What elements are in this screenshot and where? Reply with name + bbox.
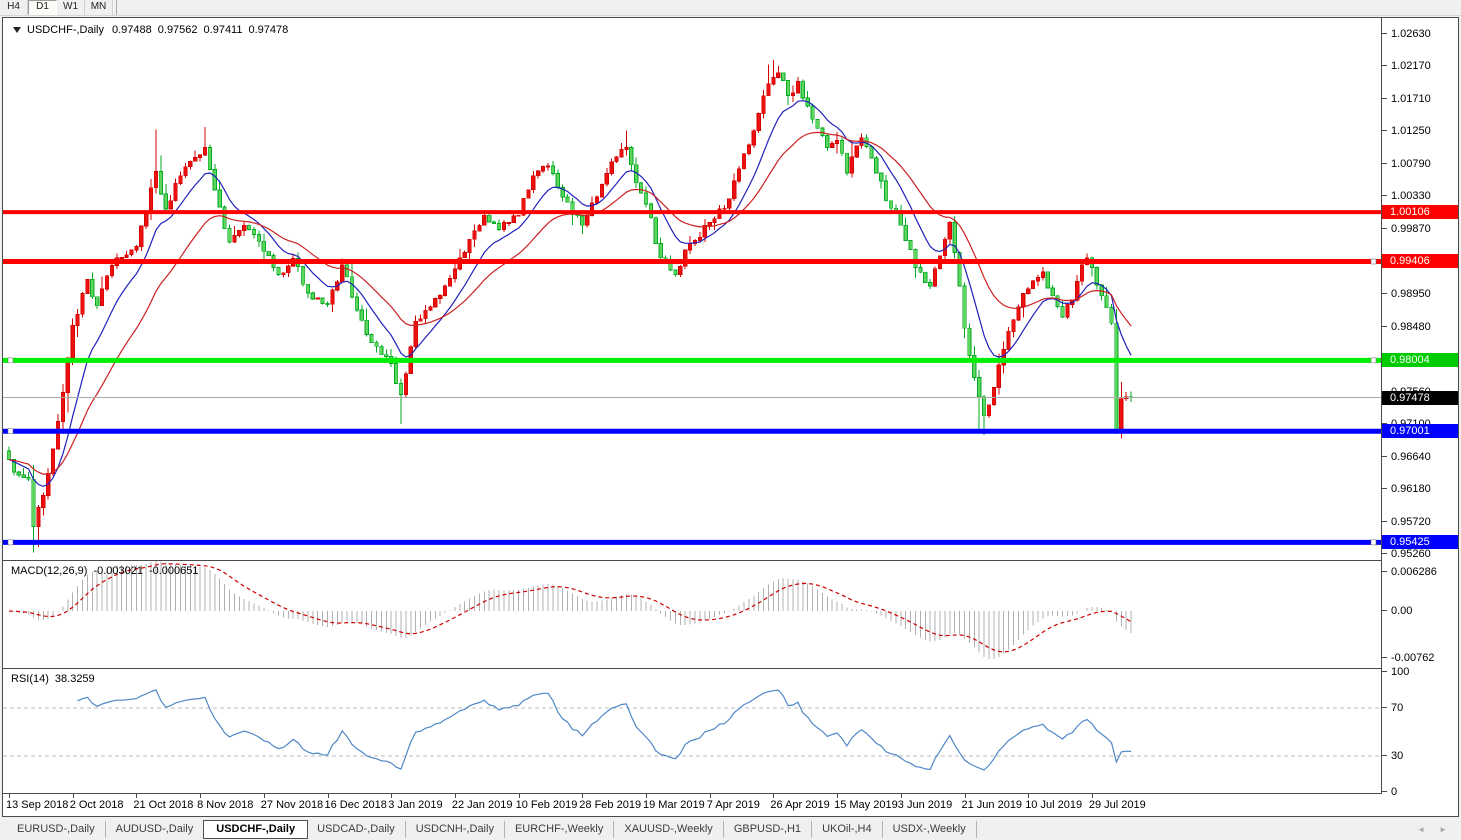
price-tick: 1.00330 — [1382, 190, 1458, 202]
date-tick: 29 Jul 2019 — [1088, 794, 1146, 811]
tabs-scroll-left-icon[interactable]: ◄ — [1417, 824, 1426, 834]
macd-label: MACD(12,26,9) -0.003021 -0.000651 — [11, 565, 199, 577]
macd-tick: 0.00 — [1382, 605, 1458, 617]
timeframe-button-w1[interactable]: W1 — [57, 0, 85, 15]
date-tick: 19 Mar 2019 — [643, 794, 705, 811]
line-handle[interactable] — [1370, 258, 1377, 265]
line-handle[interactable] — [1370, 539, 1377, 546]
date-tick: 21 Oct 2018 — [133, 794, 194, 811]
symbol-label: USDCHF-,Daily — [27, 24, 104, 36]
ohlc-close: 0.97478 — [248, 24, 289, 36]
price-axis[interactable]: 1.02630 1.02170 1.01710 1.01250 1.00790 1.003… — [1382, 18, 1458, 798]
ohlc-low: 0.97411 — [203, 24, 243, 36]
date-tick: 21 Jun 2019 — [961, 794, 1023, 811]
timeframe-button-mn[interactable]: MN — [85, 0, 113, 15]
price-tick: 1.02630 — [1382, 28, 1458, 40]
ohlc-high: 0.97562 — [157, 24, 198, 36]
date-tick: 10 Feb 2019 — [515, 794, 578, 811]
rsi-name: RSI(14) — [11, 673, 49, 685]
tabs-scroll-right-icon[interactable]: ► — [1439, 824, 1447, 834]
level-price-label: 1.00106 — [1382, 205, 1458, 220]
price-tick: 1.02170 — [1382, 60, 1458, 72]
level-price-label: 0.98004 — [1382, 353, 1458, 368]
chart-tab-usdcad[interactable]: USDCAD-,Daily — [307, 821, 406, 838]
price-tick: 1.00790 — [1382, 158, 1458, 170]
current-price-label: 0.97478 — [1382, 390, 1458, 405]
date-tick: 3 Jun 2019 — [897, 794, 953, 811]
line-handle[interactable] — [7, 539, 14, 546]
rsi-tick: 30 — [1382, 750, 1458, 762]
chart-tab-gbpusd[interactable]: GBPUSD-,H1 — [724, 821, 813, 838]
line-handle[interactable] — [7, 357, 14, 364]
rsi-tick: 70 — [1382, 702, 1458, 714]
price-tick: 1.01250 — [1382, 125, 1458, 137]
chart-window[interactable]: USDCHF-,Daily 0.97488 0.97562 0.97411 0.… — [2, 17, 1459, 817]
price-tick: 0.96640 — [1382, 451, 1458, 463]
macd-signal-value: -0.000651 — [148, 565, 199, 577]
axis-border — [1381, 18, 1382, 794]
date-tick: 2 Oct 2018 — [69, 794, 124, 811]
price-tick: 0.99870 — [1382, 223, 1458, 235]
macd-tick: 0.006286 — [1382, 566, 1458, 578]
collapse-triangle-icon[interactable] — [13, 27, 21, 33]
rsi-chart — [3, 689, 1381, 771]
date-tick: 15 May 2019 — [834, 794, 898, 811]
panel-divider[interactable] — [3, 668, 1458, 669]
panel-divider[interactable] — [3, 560, 1458, 561]
price-tick: 0.98480 — [1382, 321, 1458, 333]
date-tick: 13 Sep 2018 — [6, 794, 69, 811]
price-tick: 0.95260 — [1382, 548, 1458, 560]
chart-title: USDCHF-,Daily 0.97488 0.97562 0.97411 0.… — [13, 24, 288, 36]
rsi-label: RSI(14) 38.3259 — [11, 673, 95, 685]
rsi-tick: 100 — [1382, 666, 1458, 678]
date-tick: 26 Apr 2019 — [770, 794, 830, 811]
level-price-label: 0.95425 — [1382, 535, 1458, 550]
level-price-label: 0.97001 — [1382, 424, 1458, 439]
chart-tab-usdx[interactable]: USDX-,Weekly — [883, 821, 977, 838]
price-tick: 0.96180 — [1382, 483, 1458, 495]
rsi-value: 38.3259 — [54, 673, 95, 685]
chart-tab-audusd[interactable]: AUDUSD-,Daily — [106, 821, 205, 838]
timeframe-button-h4[interactable]: H4 — [0, 0, 28, 15]
date-tick: 28 Feb 2019 — [579, 794, 642, 811]
date-tick: 22 Jan 2019 — [451, 794, 513, 811]
toolbar-separator — [116, 0, 117, 15]
candlestick-chart — [3, 60, 1381, 553]
date-tick: 7 Apr 2019 — [706, 794, 760, 811]
main-chart-panel[interactable] — [3, 19, 1381, 560]
rsi-tick: 0 — [1382, 786, 1458, 798]
price-tick: 0.95720 — [1382, 516, 1458, 528]
chart-tab-xauusd[interactable]: XAUUSD-,Weekly — [614, 821, 724, 838]
macd-value: -0.003021 — [93, 565, 143, 577]
date-tick: 3 Jan 2019 — [388, 794, 443, 811]
line-handle[interactable] — [1370, 357, 1377, 364]
macd-panel[interactable] — [3, 561, 1381, 667]
date-tick: 16 Dec 2018 — [324, 794, 387, 811]
timeframe-button-d1[interactable]: D1 — [28, 0, 57, 15]
date-axis[interactable]: 13 Sep 2018 2 Oct 2018 21 Oct 2018 8 Nov 20… — [3, 794, 1381, 816]
date-tick: 27 Nov 2018 — [260, 794, 324, 811]
macd-tick: -0.00762 — [1382, 652, 1458, 664]
date-tick: 10 Jul 2019 — [1025, 794, 1083, 811]
price-tick: 1.01710 — [1382, 93, 1458, 105]
price-tick: 0.98950 — [1382, 288, 1458, 300]
panel-divider — [3, 793, 1458, 794]
timeframe-toolbar: H4 D1 W1 MN — [0, 0, 1461, 16]
chart-tab-eurchf[interactable]: EURCHF-,Weekly — [505, 821, 615, 838]
chart-tab-ukoil[interactable]: UKOil-,H4 — [812, 821, 883, 838]
chart-tab-usdchf[interactable]: USDCHF-,Daily — [203, 820, 309, 839]
macd-chart — [8, 561, 1132, 660]
date-tick: 8 Nov 2018 — [197, 794, 254, 811]
rsi-panel[interactable] — [3, 669, 1381, 792]
macd-name: MACD(12,26,9) — [11, 565, 88, 577]
chart-tab-bar: EURUSD-,Daily AUDUSD-,Daily USDCHF-,Daily U… — [0, 819, 1461, 840]
chart-tab-eurusd[interactable]: EURUSD-,Daily — [7, 821, 106, 838]
chart-tab-usdcnh[interactable]: USDCNH-,Daily — [406, 821, 505, 838]
level-price-label: 0.99406 — [1382, 254, 1458, 269]
line-handle[interactable] — [7, 428, 14, 434]
ohlc-open: 0.97488 — [112, 24, 152, 36]
